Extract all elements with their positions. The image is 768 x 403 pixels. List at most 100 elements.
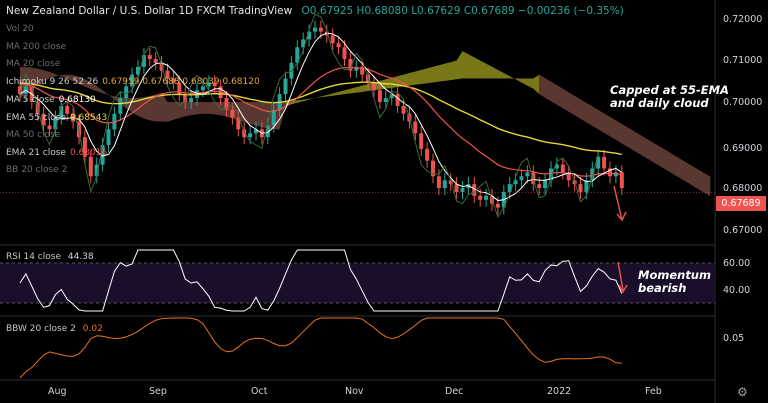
rsi-legend-value: 44.38 (67, 252, 94, 262)
candle-body (141, 55, 146, 67)
legend-label: BB 20 close 2 (6, 165, 68, 175)
candle-body (318, 27, 323, 32)
candle-body (336, 43, 341, 48)
candle-body (165, 70, 170, 79)
legend-value: 0.68130 (58, 95, 96, 105)
time-tick: 2022 (547, 386, 572, 397)
time-tick: Dec (445, 386, 464, 397)
ohlc-readout: O0.67925 H0.68080 L0.67629 C0.67689 −0.0… (301, 5, 624, 17)
legend-row-6[interactable]: EMA 55 close 0.68543 (6, 113, 107, 123)
rsi-band (0, 263, 715, 303)
legend-row-1[interactable]: Vol 20 (6, 24, 38, 34)
price-tick: 0.68000 (723, 183, 763, 194)
candle-body (478, 195, 483, 200)
candle-body (554, 164, 559, 169)
symbol-title[interactable]: New Zealand Dollar / U.S. Dollar 1D FXCM… (6, 5, 293, 17)
rsi-legend-label: RSI 14 close (6, 252, 61, 262)
candle-body (425, 148, 430, 161)
candle-body (596, 156, 601, 169)
candle-body (242, 129, 247, 138)
legend-label: EMA 21 close (6, 148, 66, 158)
candle-body (295, 47, 300, 63)
candle-body (543, 180, 548, 189)
candle-body (519, 176, 524, 181)
ema-21-line (19, 66, 622, 177)
legend-row-7[interactable]: MA 50 close (6, 130, 64, 140)
candle-body (436, 176, 441, 189)
legend-row-3[interactable]: MA 20 close (6, 59, 64, 69)
candle-body (307, 31, 312, 40)
candle-body (230, 109, 235, 118)
candle-body (531, 172, 536, 185)
rsi-annotation-line-2: bearish (638, 281, 687, 295)
time-tick: Oct (251, 386, 268, 397)
candle-body (578, 184, 583, 192)
candle-body (313, 27, 317, 32)
price-tick: 0.72000 (723, 14, 763, 25)
candle-body (41, 113, 46, 126)
candle-body (147, 55, 152, 59)
legend-row-4[interactable]: Ichimoku 9 26 52 26 0.67959 0.67688 0.680… (6, 77, 260, 87)
candle-body (619, 172, 624, 189)
candle-body (18, 86, 22, 95)
candle-body (549, 168, 553, 181)
candle-body (602, 156, 607, 169)
candle-body (59, 105, 64, 118)
candle-body (189, 98, 194, 102)
candle-body (159, 62, 164, 71)
main-annotation-line-2: and daily cloud (610, 96, 709, 110)
candle-body (100, 145, 105, 165)
candle-body (171, 78, 176, 83)
candle-body (507, 184, 512, 192)
candle-body (271, 109, 276, 126)
bbw-line (19, 317, 622, 379)
ichimoku-cloud-bearish-future (539, 74, 711, 197)
bbw-tick-005: 0.05 (723, 333, 745, 344)
candle-body (248, 133, 253, 138)
candle-body (513, 180, 518, 185)
ema-55-line (19, 81, 622, 156)
legend-value: 0.67959 0.67688 0.68039 0.68120 (102, 77, 260, 87)
legend-label: MA 20 close (6, 59, 61, 69)
candle-body (212, 82, 217, 87)
time-tick: Sep (149, 386, 167, 397)
candle-body (236, 117, 241, 130)
candle-body (448, 180, 453, 185)
candle-body (348, 58, 353, 71)
legend-label: Vol 20 (6, 24, 34, 34)
candle-body (200, 86, 205, 91)
candle-body (330, 35, 335, 44)
candle-body (566, 172, 571, 181)
candle-body (472, 184, 477, 196)
legend-value: 0.68543 (69, 113, 108, 123)
candle-body (153, 58, 158, 63)
rsi-tick-60: 60.00 (723, 258, 751, 269)
legend-row-8[interactable]: EMA 21 close 0.68016 (6, 148, 107, 158)
candle-body (460, 188, 465, 192)
legend-row-9[interactable]: BB 20 close 2 (6, 165, 71, 175)
time-tick: Feb (645, 386, 662, 397)
candle-body (389, 94, 394, 99)
candle-body (419, 133, 424, 149)
candle-body (360, 66, 365, 75)
candle-body (431, 160, 435, 177)
candle-body (82, 137, 87, 157)
chart-header: New Zealand Dollar / U.S. Dollar 1D FXCM… (6, 5, 624, 17)
candle-body (495, 203, 500, 208)
gear-icon[interactable]: ⚙ (737, 385, 748, 399)
candle-body (88, 156, 93, 177)
candle-body (590, 168, 595, 181)
candle-body (65, 105, 70, 114)
rsi-tick-40: 40.00 (723, 285, 751, 296)
candle-body (442, 180, 447, 189)
candle-body (584, 180, 589, 192)
candle-body (608, 168, 612, 177)
legend-row-2[interactable]: MA 200 close (6, 42, 70, 52)
legend-value: 0.68016 (69, 148, 108, 158)
main-annotation: Capped at 55-EMA and daily cloud (610, 84, 729, 110)
candle-body (94, 164, 99, 177)
candle-body (484, 195, 489, 200)
legend-row-5[interactable]: MA 5 close 0.68130 (6, 95, 96, 105)
candle-body (372, 82, 376, 91)
